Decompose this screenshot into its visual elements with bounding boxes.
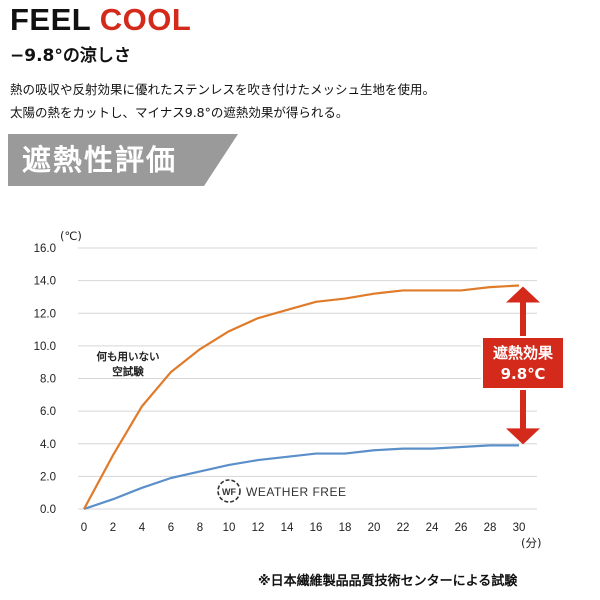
section-banner: 遮熱性評価 (8, 134, 238, 186)
x-tick-label: 22 (397, 522, 410, 534)
y-axis-unit: (℃) (60, 229, 82, 243)
y-tick-label: 6.0 (40, 406, 56, 418)
y-tick-label: 2.0 (40, 471, 56, 483)
difference-callout-title: 遮熱効果 (493, 344, 554, 362)
x-tick-label: 10 (223, 522, 236, 534)
y-tick-label: 16.0 (34, 243, 56, 255)
x-tick-label: 6 (168, 522, 174, 534)
x-tick-label: 2 (110, 522, 116, 534)
x-tick-label: 16 (310, 522, 323, 534)
y-tick-label: 14.0 (34, 276, 56, 288)
x-tick-label: 14 (281, 522, 294, 534)
page-title: FEEL COOL (10, 2, 191, 38)
x-tick-label: 30 (513, 522, 526, 534)
x-tick-label: 20 (368, 522, 381, 534)
title-word-feel: FEEL (10, 2, 91, 37)
control-label-line-1: 何も用いない (97, 350, 160, 363)
x-tick-label: 28 (484, 522, 497, 534)
difference-arrow-head-bottom (506, 428, 540, 445)
x-tick-label: 8 (197, 522, 203, 534)
series-line-control (83, 284, 520, 510)
temperature-chart: 0.02.04.06.08.010.012.014.016.0(℃)0 2 4 6 8 1… (34, 229, 565, 550)
y-tick-label: 10.0 (34, 341, 56, 353)
series-line-fabric (83, 444, 519, 511)
weather-free-logo-text: WEATHER FREE (246, 485, 346, 499)
x-tick-label: 4 (139, 522, 146, 534)
x-tick-label: 12 (252, 522, 265, 534)
difference-callout-value: 9.8℃ (501, 365, 546, 383)
description-line-2: 太陽の熱をカットし、マイナス9.8°の遮熱効果が得られる。 (10, 105, 349, 120)
footnote: ※日本繊維製品品質技術センターによる試験 (258, 574, 518, 589)
x-tick-label: 18 (339, 522, 352, 534)
description-line-1: 熱の吸収や反射効果に優れたステンレスを吹き付けたメッシュ生地を使用。 (10, 82, 436, 97)
y-tick-label: 8.0 (40, 374, 56, 386)
section-banner-label: 遮熱性評価 (22, 143, 178, 177)
subtitle: −9.8°の涼しさ (10, 46, 131, 66)
y-tick-label: 0.0 (40, 504, 56, 516)
x-axis-unit: (分) (521, 536, 541, 550)
x-tick-label: 0 (81, 522, 87, 534)
weather-free-logo-icon (217, 479, 241, 503)
difference-callout-box (481, 336, 565, 390)
y-tick-label: 4.0 (40, 439, 56, 451)
weather-free-logo-badge: WF (222, 487, 236, 497)
difference-arrow-head-top (506, 286, 540, 303)
y-tick-label: 12.0 (34, 308, 56, 320)
x-tick-label: 24 (426, 522, 439, 534)
control-label-line-2: 空試験 (112, 365, 144, 378)
x-tick-label: 26 (455, 522, 468, 534)
banner-background (8, 134, 238, 186)
title-word-cool: COOL (99, 2, 192, 37)
control-series-label: 何も用いない空試験 (97, 350, 160, 378)
